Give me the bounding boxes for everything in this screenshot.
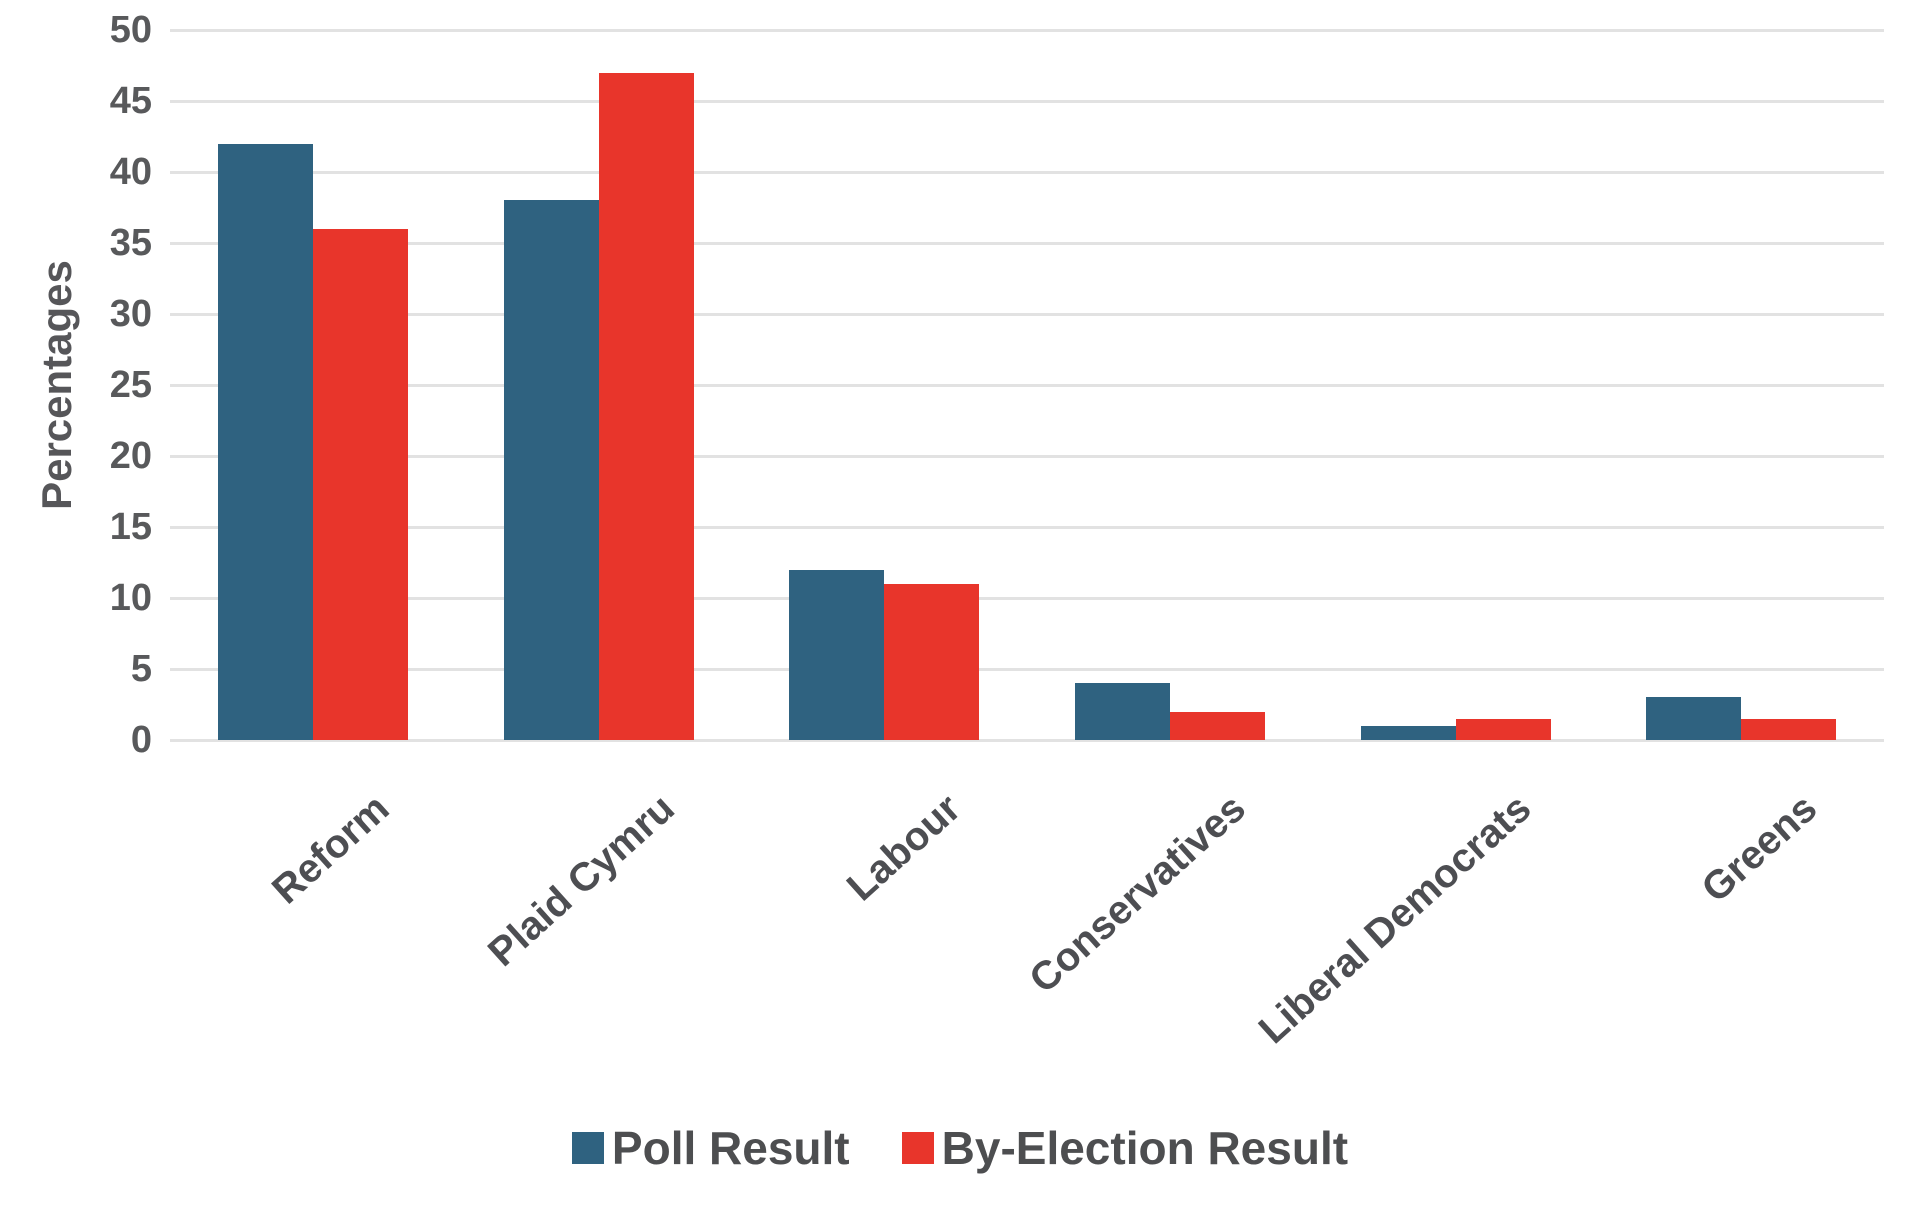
y-tick-label-25: 25 [109,364,152,406]
plot-area [170,28,1884,742]
y-tick-label-0: 0 [130,719,152,761]
bar-greens-by-election-result [1741,718,1837,740]
bar-reform-poll-result [217,143,313,740]
bar-labour-poll-result [789,569,885,740]
x-axis-category-labels: Reform Plaid Cymru Labour Conservatives Libe… [170,772,1884,1072]
legend-swatch-icon [901,1132,934,1164]
bar-labour-by-election-result [884,583,980,740]
gridline-50 [170,28,1884,32]
gridline-15 [170,525,1884,529]
bar-conservatives-poll-result [1074,683,1170,740]
gridline-25 [170,383,1884,387]
x-label-plaid-cymru: Plaid Cymru [480,786,683,975]
legend-item-by-election-result: By-Election Result [901,1122,1349,1174]
y-tick-label-45: 45 [109,80,152,122]
gridline-5 [170,667,1884,671]
y-tick-label-20: 20 [109,435,152,477]
chart-legend: Poll Result By-Election Result [0,1122,1920,1174]
bar-liberal-democrats-by-election-result [1455,718,1551,740]
legend-label: Poll Result [611,1122,850,1174]
legend-item-poll-result: Poll Result [571,1122,850,1174]
y-tick-label-15: 15 [109,506,152,548]
bar-plaid-cymru-by-election-result [598,72,694,740]
y-tick-label-40: 40 [109,151,152,193]
gridline-0 [170,738,1884,742]
bar-greens-poll-result [1646,697,1742,740]
y-tick-label-30: 30 [109,293,152,335]
y-axis-tick-labels: 0 5 10 15 20 25 30 35 40 45 50 [0,9,152,761]
gridline-45 [170,99,1884,103]
x-label-reform: Reform [263,786,398,913]
y-tick-label-35: 35 [109,222,152,264]
gridline-35 [170,241,1884,245]
bar-liberal-democrats-poll-result [1360,725,1456,740]
gridline-10 [170,596,1884,600]
bar-reform-by-election-result [312,228,408,740]
legend-swatch-icon [571,1132,604,1164]
y-tick-label-10: 10 [109,577,152,619]
y-tick-label-50: 50 [109,9,152,51]
x-label-labour: Labour [838,786,969,910]
gridline-40 [170,170,1884,174]
gridline-30 [170,312,1884,316]
y-tick-label-5: 5 [130,648,152,690]
x-label-conservatives: Conservatives [1021,786,1255,1002]
x-label-greens: Greens [1693,786,1826,911]
legend-label: By-Election Result [941,1122,1349,1174]
bar-plaid-cymru-poll-result [503,200,599,740]
gridline-20 [170,454,1884,458]
bar-conservatives-by-election-result [1169,711,1265,740]
x-label-liberal-democrats: Liberal Democrats [1251,786,1540,1053]
